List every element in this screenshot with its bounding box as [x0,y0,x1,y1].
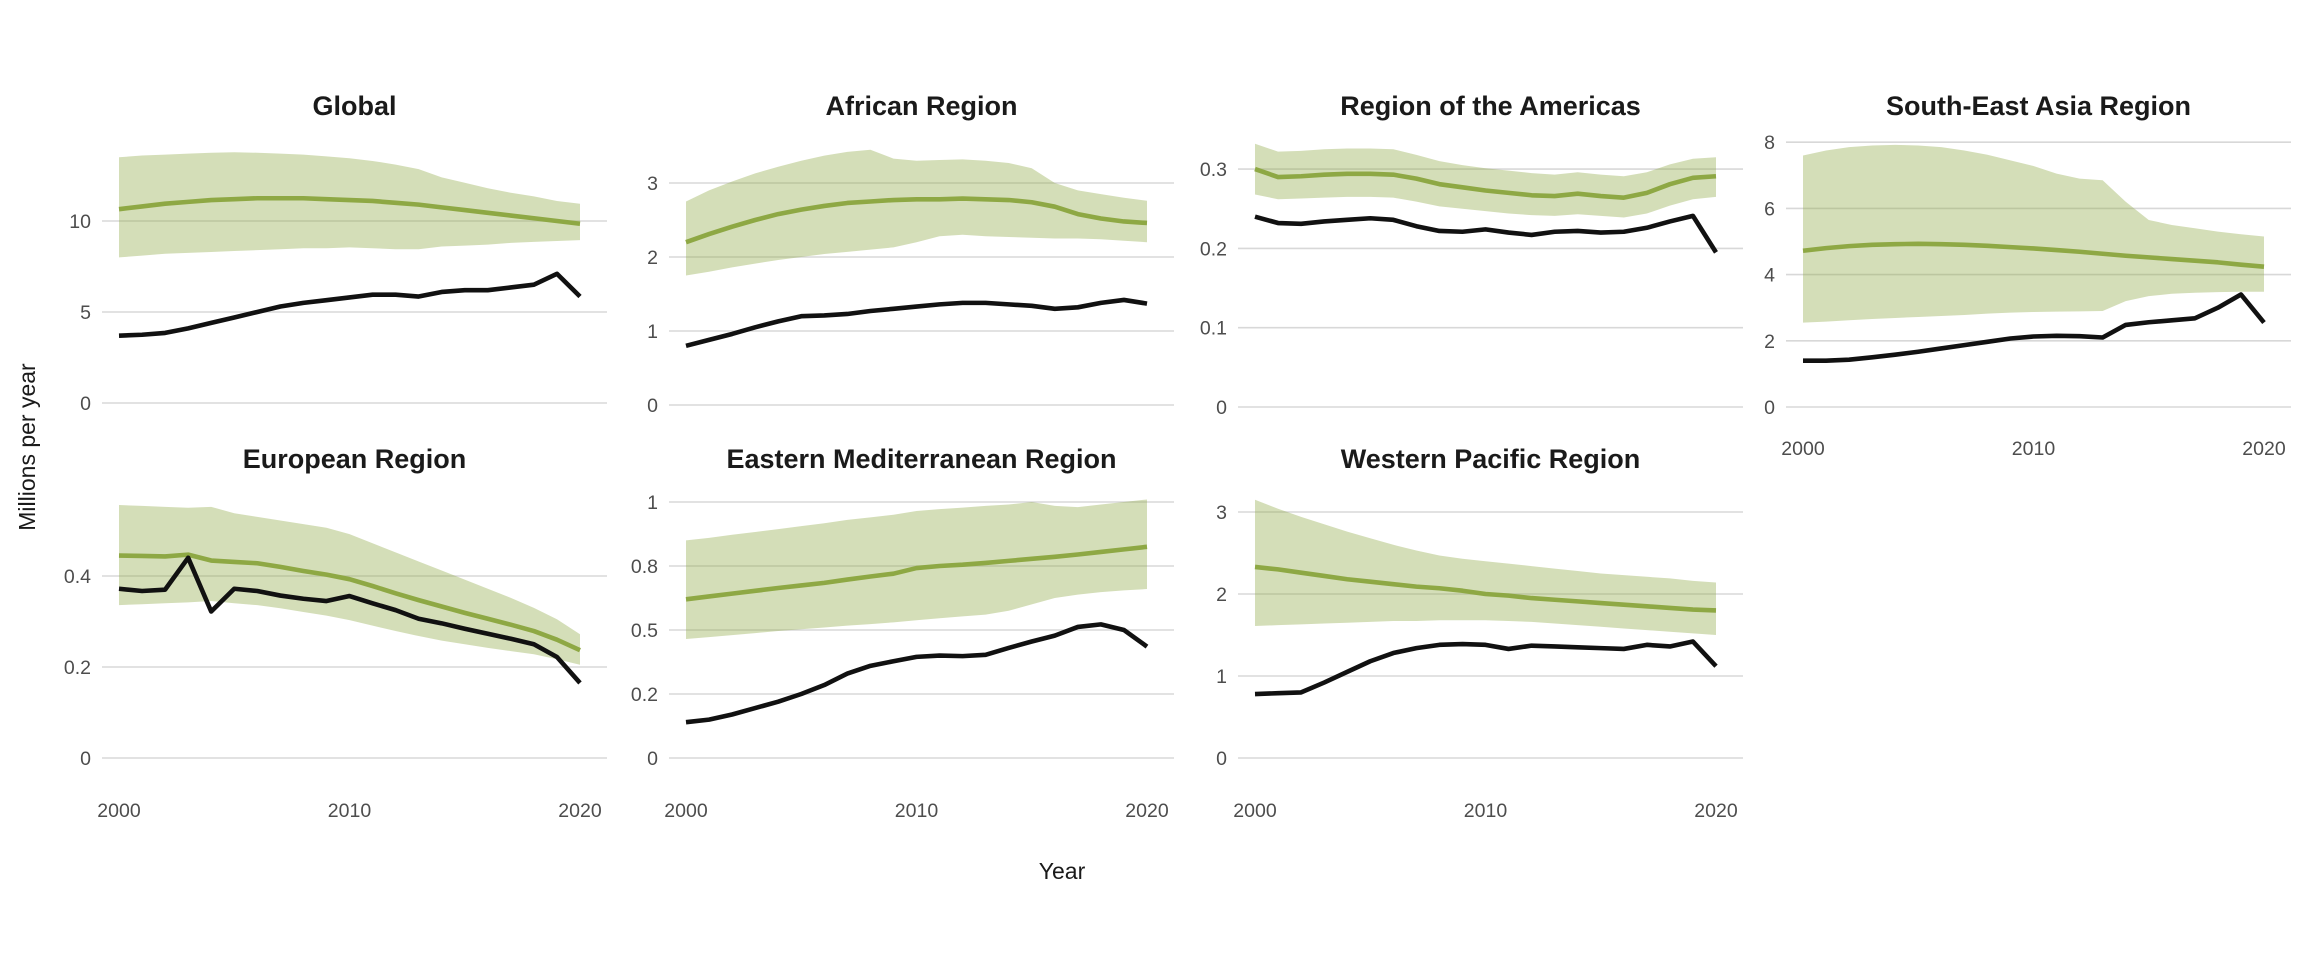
y-tick-label: 0 [1216,397,1227,419]
x-axis-title: Year [1038,858,1086,884]
black-trend-line [1254,213,1718,254]
x-tick-label: 2000 [1781,438,1825,460]
black-trend-line [1803,292,2266,363]
y-tick-label: 1 [647,492,658,514]
green-trend-line [685,544,1148,602]
y-tick-label: 2 [647,247,658,269]
confidence-band [686,149,1147,276]
green-trend-line [685,196,1148,245]
panel-title-african-region: African Region [825,91,1018,121]
confidence-band [119,505,580,665]
x-tick-label: 2020 [558,800,602,822]
y-tick-label: 0.2 [64,657,91,679]
x-tick-label: 2000 [1233,800,1277,822]
y-tick-label: 5 [80,302,91,324]
y-tick-label: 0 [80,748,91,770]
y-tick-label: 0 [647,395,658,417]
y-tick-label: 0 [647,748,658,770]
y-tick-label: 0.5 [631,620,658,642]
y-tick-label: 0.2 [631,684,658,706]
y-tick-label: 0.8 [631,556,658,578]
green-trend-line [1254,166,1717,200]
x-tick-label: 2010 [1464,800,1508,822]
confidence-band [1803,144,2264,323]
x-tick-label: 2020 [2242,438,2286,460]
y-tick-label: 1 [1216,666,1227,688]
x-tick-label: 2020 [1125,800,1169,822]
y-tick-label: 10 [69,211,91,233]
green-trend-line [118,552,581,653]
x-tick-label: 2000 [97,800,141,822]
x-tick-label: 2020 [1694,800,1738,822]
x-tick-label: 2010 [328,800,372,822]
black-trend-line [685,622,1149,725]
confidence-band [119,152,580,258]
y-tick-label: 6 [1764,198,1775,220]
green-trend-line [1802,241,2265,269]
y-tick-label: 0 [1764,397,1775,419]
black-trend-line [118,555,582,685]
black-trend-line [118,271,582,338]
black-trend-line [685,297,1148,349]
panel-title-eastern-mediterranean-region: Eastern Mediterranean Region [726,444,1117,474]
x-tick-label: 2010 [2012,438,2056,460]
panel-title-region-of-the-americas: Region of the Americas [1340,91,1641,121]
y-tick-label: 4 [1764,265,1775,287]
y-tick-label: 8 [1764,132,1775,154]
y-axis-title: Millions per year [14,363,40,531]
panel-title-european-region: European Region [242,444,467,474]
panel-title-western-pacific-region: Western Pacific Region [1340,444,1641,474]
panel-title-global: Global [312,91,397,121]
y-tick-label: 0.1 [1200,318,1227,340]
green-trend-line [118,195,581,227]
y-tick-label: 3 [1216,502,1227,524]
y-tick-label: 0.2 [1200,238,1227,260]
black-trend-line [1254,639,1718,697]
y-tick-label: 2 [1216,584,1227,606]
y-tick-label: 0.4 [64,566,91,588]
y-tick-label: 2 [1764,331,1775,353]
x-tick-label: 2010 [895,800,939,822]
panel-title-south-east-asia-region: South-East Asia Region [1885,91,2192,121]
y-tick-label: 3 [647,173,658,195]
y-tick-label: 0 [80,393,91,415]
confidence-band [1255,499,1716,635]
x-tick-label: 2000 [664,800,708,822]
y-tick-label: 0.3 [1200,159,1227,181]
y-tick-label: 1 [647,321,658,343]
y-tick-label: 0 [1216,748,1227,770]
confidence-band [1255,143,1716,218]
green-trend-line [1254,564,1717,613]
